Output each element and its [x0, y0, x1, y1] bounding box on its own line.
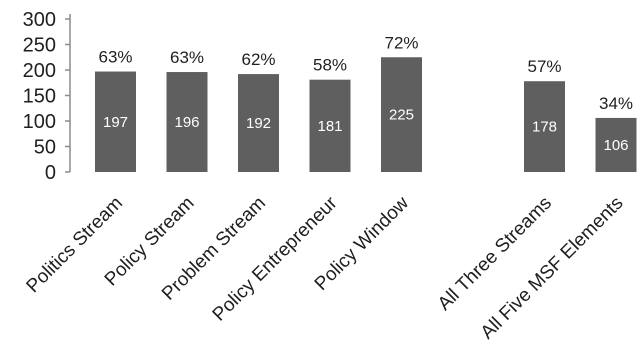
percent-label: 63% — [98, 48, 132, 67]
bar — [309, 79, 351, 172]
bars-layer — [95, 57, 637, 172]
value-label: 181 — [317, 118, 342, 135]
y-tick-label: 250 — [23, 35, 56, 57]
y-tick-label: 150 — [23, 86, 56, 108]
value-label: 197 — [103, 114, 128, 131]
value-label: 178 — [532, 119, 557, 136]
percent-label: 62% — [241, 50, 275, 69]
bar — [238, 74, 279, 172]
value-label: 196 — [174, 114, 199, 131]
value-label: 225 — [389, 107, 414, 124]
bar — [166, 72, 208, 172]
y-tick-label: 200 — [23, 60, 56, 82]
axis-layer: 0 50 100 150 200 250 300 — [23, 9, 71, 184]
bar — [595, 117, 637, 172]
percent-label: 72% — [384, 33, 418, 52]
x-category-label: Policy Entrepreneur — [209, 192, 342, 325]
y-tick-label: 50 — [34, 137, 56, 159]
bar — [524, 81, 565, 172]
value-label: 192 — [246, 115, 271, 132]
percent-label: 34% — [599, 94, 633, 113]
value-label: 106 — [603, 137, 628, 154]
y-tick-label: 0 — [45, 162, 56, 184]
percent-label: 58% — [313, 56, 347, 75]
x-category-label: All Five MSF Elements — [477, 193, 628, 344]
y-tick-label: 300 — [23, 9, 56, 31]
y-tick-label: 100 — [23, 111, 56, 133]
bar — [95, 71, 136, 172]
bar — [381, 57, 422, 172]
percent-label: 63% — [170, 48, 204, 67]
percent-label: 57% — [527, 57, 561, 76]
